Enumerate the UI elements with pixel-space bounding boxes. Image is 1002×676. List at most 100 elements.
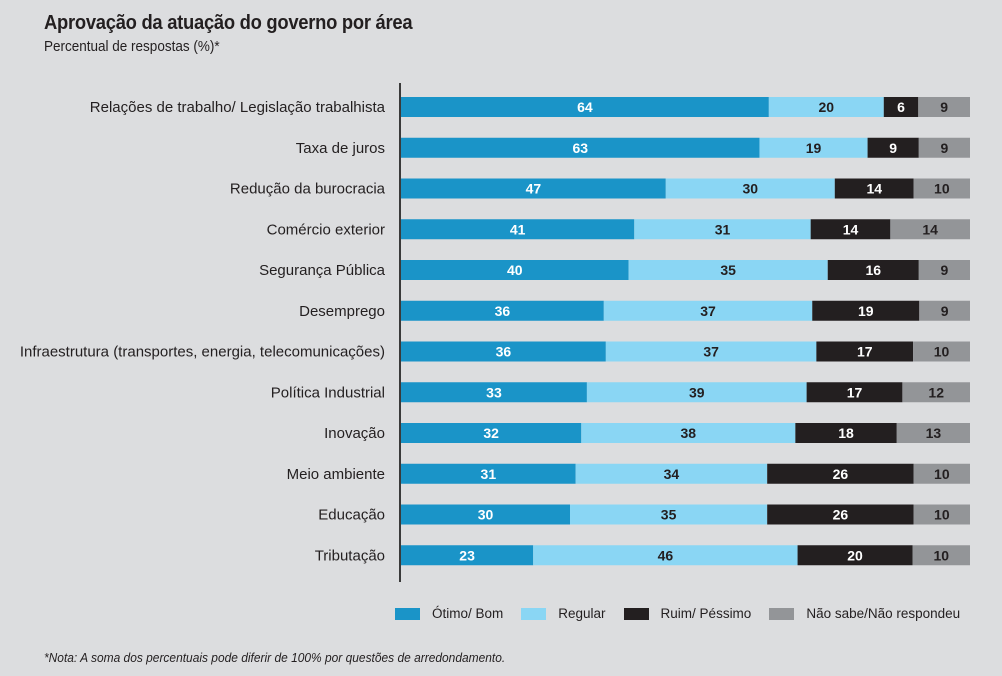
bar-segment-otimo-bom (401, 423, 582, 443)
data-label-otimo-bom: 41 (510, 221, 526, 237)
bar-segment-nao-sabe (918, 137, 970, 158)
data-label-ruim-pessimo: 26 (833, 466, 849, 482)
data-label-nao-sabe: 9 (940, 99, 948, 115)
bar-segment-ruim-pessimo (834, 178, 914, 199)
category-label: Educação (318, 507, 385, 524)
data-label-nao-sabe: 10 (934, 344, 950, 360)
bar-segment-regular (575, 463, 768, 484)
data-label-otimo-bom: 40 (507, 262, 523, 278)
bar-segment-regular (768, 97, 884, 117)
legend-label-nao-sabe: Não sabe/Não respondeu (806, 606, 961, 621)
bar-segment-nao-sabe (912, 545, 970, 566)
bar-segment-ruim-pessimo (797, 545, 913, 566)
data-label-otimo-bom: 23 (459, 547, 475, 563)
bar-segment-nao-sabe (919, 300, 970, 321)
data-label-ruim-pessimo: 18 (838, 425, 854, 441)
bar-segment-otimo-bom (401, 97, 769, 117)
data-label-nao-sabe: 10 (933, 547, 949, 563)
bar-segment-nao-sabe (913, 463, 970, 484)
data-label-nao-sabe: 9 (941, 303, 949, 319)
data-label-nao-sabe: 12 (928, 384, 944, 400)
category-label: Inovação (324, 425, 385, 442)
bar-segment-ruim-pessimo (767, 463, 914, 484)
data-label-regular: 46 (658, 547, 674, 563)
bar-segment-nao-sabe (918, 260, 970, 280)
data-label-regular: 31 (715, 221, 731, 237)
bar-segment-otimo-bom (401, 178, 666, 199)
bar-segment-nao-sabe (918, 97, 970, 117)
data-label-nao-sabe: 13 (926, 425, 942, 441)
bar-segment-ruim-pessimo (827, 260, 919, 280)
bar-segment-regular (603, 300, 813, 321)
bar-segment-regular (570, 504, 768, 525)
data-label-regular: 38 (681, 425, 697, 441)
category-label: Relações de trabalho/ Legislação trabalh… (90, 99, 386, 116)
data-label-nao-sabe: 9 (940, 140, 948, 156)
category-label: Tributação (315, 547, 385, 564)
data-label-otimo-bom: 36 (496, 344, 512, 360)
data-label-otimo-bom: 31 (481, 466, 497, 482)
bar-segment-otimo-bom (401, 504, 571, 525)
bar-segment-ruim-pessimo (883, 97, 919, 117)
data-label-ruim-pessimo: 26 (833, 507, 849, 523)
legend-label-regular: Regular (558, 606, 606, 621)
bar-segment-otimo-bom (401, 545, 534, 566)
data-label-nao-sabe: 14 (922, 221, 938, 237)
legend: Ótimo/ Bom Regular Ruim/ Péssimo Não sab… (395, 606, 978, 621)
data-label-regular: 37 (703, 344, 719, 360)
data-label-nao-sabe: 10 (934, 181, 950, 197)
data-label-ruim-pessimo: 17 (847, 384, 863, 400)
bar-segment-otimo-bom (401, 300, 604, 321)
bar-segment-ruim-pessimo (812, 300, 920, 321)
data-label-regular: 37 (700, 303, 716, 319)
chart-subtitle: Percentual de respostas (%)* (44, 38, 220, 55)
data-label-regular: 34 (664, 466, 680, 482)
category-label: Política Industrial (271, 384, 385, 401)
bars: 64 20 6 9 63 19 9 9 47 30 14 10 41 31 14 14 40 35 16 9 36 37 1… (401, 97, 970, 566)
data-label-nao-sabe: 9 (940, 262, 948, 278)
data-label-ruim-pessimo: 17 (857, 344, 873, 360)
data-label-otimo-bom: 64 (577, 99, 593, 115)
bar-segment-ruim-pessimo (806, 382, 903, 403)
bar-segment-ruim-pessimo (767, 504, 914, 525)
data-label-ruim-pessimo: 19 (858, 303, 874, 319)
bar-segment-ruim-pessimo (867, 137, 919, 158)
data-label-otimo-bom: 36 (495, 303, 511, 319)
data-label-nao-sabe: 10 (934, 466, 950, 482)
bar-segment-regular (605, 341, 817, 362)
legend-swatch-nao-sabe (769, 607, 795, 620)
category-label: Desemprego (299, 303, 385, 320)
bar-segment-otimo-bom (401, 382, 587, 403)
data-label-nao-sabe: 10 (934, 507, 950, 523)
category-labels: Relações de trabalho/ Legislação trabalh… (20, 99, 386, 564)
footnote: *Nota: A soma dos percentuais pode difer… (44, 650, 506, 665)
legend-item-ruim-pessimo: Ruim/ Péssimo (623, 606, 752, 621)
legend-item-nao-sabe: Não sabe/Não respondeu (769, 606, 960, 621)
category-label: Redução da burocracia (230, 181, 386, 198)
data-label-ruim-pessimo: 14 (866, 181, 882, 197)
legend-item-otimo-bom: Ótimo/ Bom (395, 606, 503, 621)
category-label: Taxa de juros (296, 140, 385, 157)
data-label-otimo-bom: 33 (486, 384, 502, 400)
bar-segment-regular (628, 260, 828, 280)
legend-label-ruim-pessimo: Ruim/ Péssimo (660, 606, 752, 621)
bar-segment-ruim-pessimo (795, 423, 897, 443)
bar-segment-nao-sabe (913, 504, 970, 525)
bar-segment-ruim-pessimo (810, 219, 891, 240)
data-label-ruim-pessimo: 6 (897, 99, 905, 115)
legend-swatch-regular (521, 607, 547, 620)
bar-segment-regular (759, 137, 868, 158)
stacked-bar-chart: Relações de trabalho/ Legislação trabalh… (20, 83, 970, 582)
data-label-ruim-pessimo: 16 (865, 262, 881, 278)
chart-title: Aprovação da atuação do governo por área (44, 12, 413, 34)
data-label-regular: 19 (806, 140, 822, 156)
data-label-otimo-bom: 47 (526, 181, 542, 197)
data-label-regular: 35 (661, 507, 677, 523)
category-label: Comércio exterior (267, 221, 385, 238)
legend-label-otimo-bom: Ótimo/ Bom (432, 606, 504, 621)
bar-segment-nao-sabe (896, 423, 970, 443)
bar-segment-regular (586, 382, 807, 403)
data-label-otimo-bom: 30 (478, 507, 494, 523)
data-label-regular: 20 (819, 99, 835, 115)
data-label-ruim-pessimo: 20 (847, 547, 863, 563)
